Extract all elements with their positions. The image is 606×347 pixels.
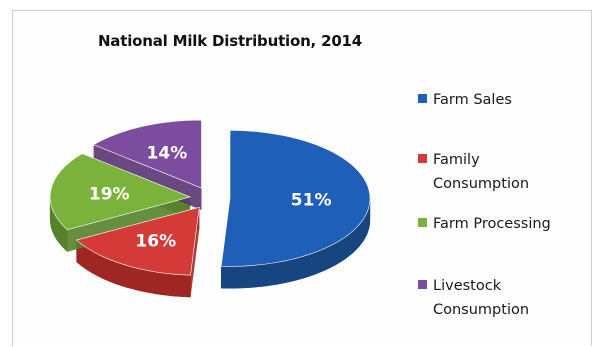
legend-swatch [418,218,427,227]
legend-label: Farm Processing [433,216,551,232]
legend-label: Farm Sales [433,92,512,108]
pie-slice-2 [49,153,192,231]
chart-title: National Milk Distribution, 2014 [97,32,363,50]
legend-entry-farm-sales: Farm Sales [418,88,512,112]
legend-entry-livestock-consumption: Livestock Consumption [418,274,529,322]
legend-entry-farm-processing: Farm Processing [418,212,551,236]
legend-swatch [418,94,427,103]
legend-label: Family Consumption [433,152,530,192]
legend-label: Livestock Consumption [433,278,530,318]
pie-slice-3 [92,119,202,189]
pie-slice-0 [220,130,371,267]
pie-data-label: 51% [291,191,332,211]
pie-slice-1 [75,206,200,276]
legend-entry-family-consumption: Family Consumption [418,148,529,196]
legend-swatch [418,280,427,289]
pie-data-label: 19% [89,184,130,204]
legend-swatch [418,154,427,163]
pie-data-label: 14% [147,143,188,163]
pie-data-label: 16% [135,232,176,252]
